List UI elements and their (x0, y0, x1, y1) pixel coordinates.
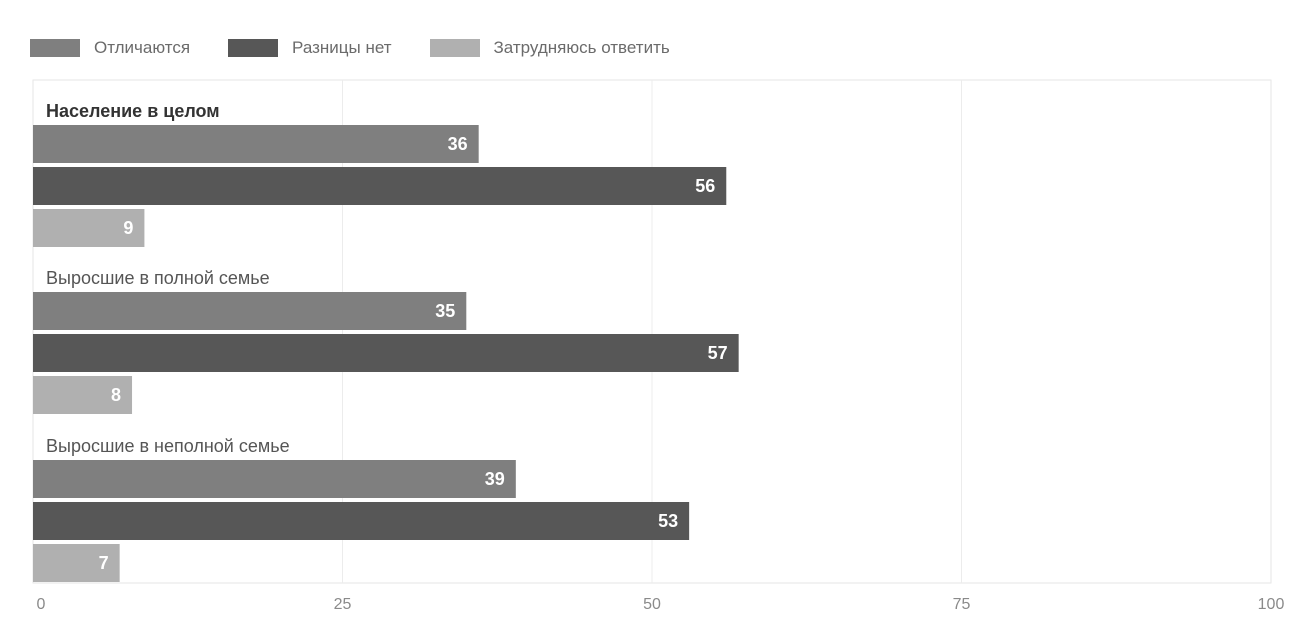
bar (33, 502, 690, 540)
bar-value-label: 9 (123, 218, 133, 238)
bar-value-label: 53 (658, 511, 678, 531)
bar (33, 460, 516, 498)
legend-swatch (429, 39, 480, 57)
legend-item-otlichayutsya[interactable]: Отличаются (30, 38, 190, 58)
bar-value-label: 56 (695, 176, 715, 196)
bar (33, 544, 120, 582)
x-tick-label: 50 (643, 596, 661, 613)
legend-label: Затрудняюсь ответить (493, 38, 670, 57)
category-label: Население в целом (46, 101, 220, 121)
bar (33, 376, 133, 414)
category-label: Выросшие в полной семье (46, 268, 270, 288)
bar-value-label: 57 (708, 343, 728, 363)
legend-swatch (30, 39, 80, 57)
legend-item-raznitsy-net[interactable]: Разницы нет (228, 38, 392, 58)
x-tick-label: 75 (953, 596, 971, 613)
bar (33, 292, 467, 330)
x-tick-label: 25 (334, 596, 352, 613)
bar-value-label: 35 (435, 301, 455, 321)
bar (33, 167, 727, 205)
x-tick-label: 0 (37, 596, 46, 613)
bar-value-label: 7 (99, 553, 109, 573)
legend-label: Разницы нет (292, 38, 392, 57)
category-label: Выросшие в неполной семье (46, 436, 290, 456)
chart-legend: Отличаются Разницы нет Затрудняюсь ответ… (30, 36, 708, 60)
bar-value-label: 39 (485, 469, 505, 489)
legend-label: Отличаются (94, 38, 191, 57)
bar-value-label: 8 (111, 385, 121, 405)
bar (33, 209, 145, 247)
legend-item-zatrudnyayus-otvetit[interactable]: Затрудняюсь ответить (429, 38, 670, 58)
bar (33, 334, 739, 372)
x-tick-label: 100 (1258, 596, 1285, 613)
bar (33, 125, 479, 163)
bar-value-label: 36 (448, 134, 468, 154)
legend-swatch (228, 39, 279, 57)
